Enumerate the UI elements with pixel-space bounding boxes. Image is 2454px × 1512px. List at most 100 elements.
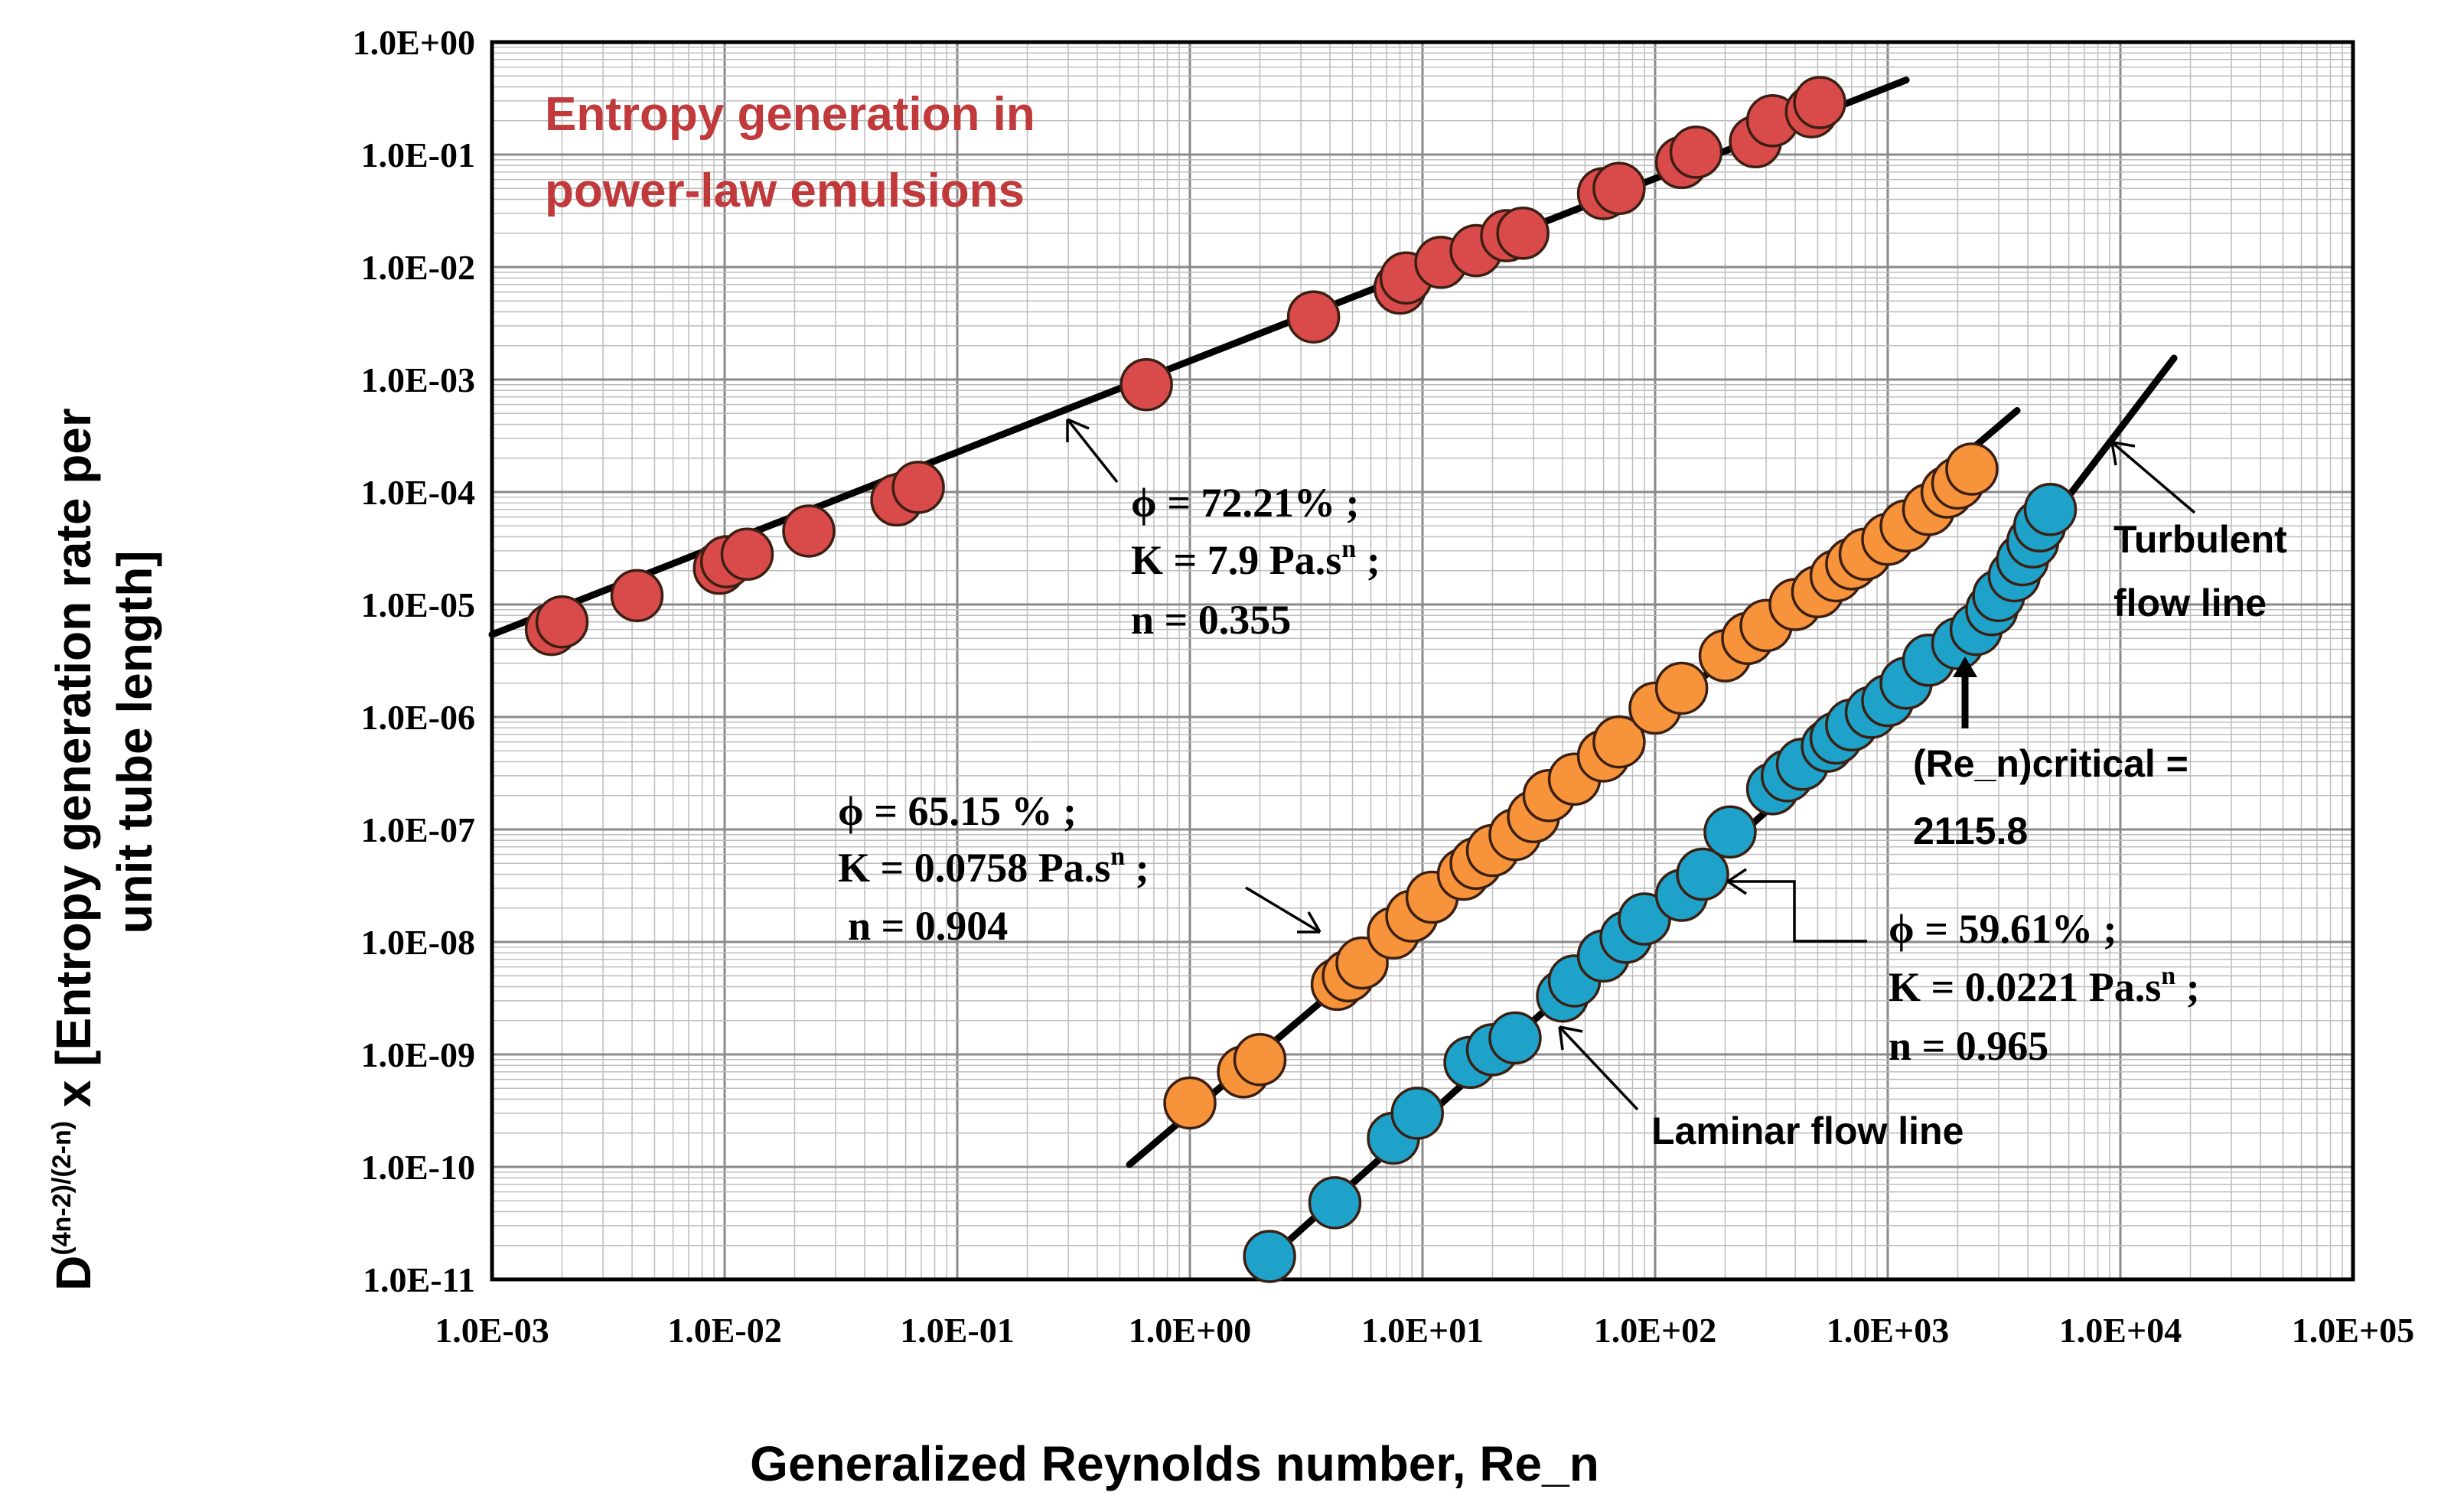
annotation-phi-72-end: ;: [1356, 537, 1380, 583]
x-tick-label: 1.0E+01: [1361, 1311, 1484, 1350]
data-point: [1592, 161, 1646, 216]
x-tick-label: 1.0E-01: [900, 1311, 1015, 1350]
annotation-phi-65: ϕ = 65.15 % ; K = 0.0758 Pa.sn ; n = 0.9…: [838, 788, 1322, 949]
annotation-phi-65-k: K = 0.0758 Pa.s: [838, 845, 1110, 891]
annotation-phi-59-line2: K = 0.0221 Pa.sn ;: [1889, 962, 2200, 1010]
y-tick-label: 1.0E-05: [361, 585, 476, 624]
annotation-laminar: Laminar flow line: [1558, 1025, 1964, 1152]
annotation-phi-72-line1: ϕ = 72.21% ;: [1131, 480, 1359, 526]
data-point: [1703, 805, 1757, 859]
y-axis-ticks: 1.0E+00 1.0E-01 1.0E-02 1.0E-03 1.0E-04 1.0E-…: [353, 23, 475, 1299]
annotation-turbulent-arrowhead: [2110, 441, 2136, 466]
chart-title-line2: power-law emulsions: [545, 165, 1025, 217]
y-axis-title: D(4n-2)/(2-n) x [Entropy generation rate…: [46, 408, 162, 1291]
x-tick-label: 1.0E+03: [1827, 1311, 1949, 1350]
chart-title-line1: Entropy generation in: [545, 88, 1035, 141]
chart-title: Entropy generation in power-law emulsions: [545, 88, 1035, 217]
y-tick-label: 1.0E-08: [361, 923, 476, 962]
data-point: [1654, 661, 1709, 715]
annotation-phi-65-end: ;: [1125, 845, 1149, 891]
x-axis-ticks: 1.0E-03 1.0E-02 1.0E-01 1.0E+00 1.0E+01 1.0E+…: [435, 1311, 2414, 1350]
data-point: [1286, 290, 1341, 344]
data-point: [1676, 847, 1729, 901]
y-tick-label: 1.0E-11: [363, 1260, 475, 1299]
annotation-phi-59-end: ;: [2175, 964, 2199, 1010]
x-tick-label: 1.0E+00: [1129, 1311, 1251, 1350]
annotation-phi-72-arrow: [1066, 418, 1119, 484]
data-point: [1592, 715, 1646, 769]
data-point: [1308, 1176, 1362, 1230]
y-tick-label: 1.0E-06: [361, 698, 476, 737]
annotation-critical-line2: 2115.8: [1913, 810, 2028, 852]
data-points: [524, 76, 2078, 1283]
annotation-turbulent-line1: Turbulent: [2113, 518, 2287, 561]
data-point: [1119, 357, 1173, 412]
data-point: [1488, 1011, 1542, 1065]
plot-frame: [490, 40, 2355, 1282]
data-point: [535, 595, 589, 649]
data-point: [1243, 1230, 1296, 1283]
annotation-phi-72-k: K = 7.9 Pa.s: [1131, 537, 1341, 583]
y-axis-title-line1: D(4n-2)/(2-n) x [Entropy generation rate…: [46, 408, 101, 1291]
annotation-laminar-arrowhead: [1558, 1025, 1583, 1051]
y-tick-label: 1.0E-03: [361, 360, 476, 399]
y-axis-title-sup: (4n-2)/(2-n): [47, 1121, 77, 1256]
data-point: [1793, 76, 1846, 129]
annotation-phi-59: ϕ = 59.61% ; K = 0.0221 Pa.sn ; n = 0.96…: [1727, 868, 2200, 1069]
x-tick-label: 1.0E+04: [2059, 1311, 2182, 1350]
data-point: [891, 461, 945, 514]
annotation-phi-59-k: K = 0.0221 Pa.s: [1889, 964, 2161, 1010]
series-phi-65-15-: [1163, 442, 1999, 1130]
annotation-phi-72-sup: n: [1341, 535, 1356, 563]
y-tick-label: 1.0E-04: [361, 473, 476, 512]
series-phi-59-61-: [1243, 483, 2078, 1283]
y-axis-title-mid: x [Entropy generation rate per: [46, 408, 101, 1121]
y-tick-label: 1.0E-02: [361, 248, 476, 287]
y-tick-label: 1.0E-01: [361, 135, 476, 174]
y-axis-title-line2: unit tube length]: [107, 550, 162, 934]
annotation-laminar-arrow: [1558, 1025, 1639, 1111]
annotation-phi-65-sup: n: [1110, 842, 1125, 871]
annotation-phi-65-arrow: [1245, 886, 1321, 934]
annotation-phi-59-line1: ϕ = 59.61% ;: [1889, 906, 2117, 952]
annotation-turbulent-arrow: [2110, 441, 2196, 514]
data-point: [1496, 206, 1550, 260]
annotation-critical: (Re_n)critical = 2115.8: [1913, 657, 2188, 852]
y-tick-label: 1.0E-10: [361, 1148, 476, 1187]
x-tick-label: 1.0E-02: [667, 1311, 782, 1350]
annotation-turbulent: Turbulent flow line: [2110, 441, 2287, 624]
annotation-turbulent-line2: flow line: [2113, 582, 2267, 624]
x-axis-title: Generalized Reynolds number, Re_n: [750, 1436, 1599, 1491]
data-point: [2023, 483, 2078, 536]
annotation-laminar-text: Laminar flow line: [1651, 1110, 1964, 1152]
x-tick-label: 1.0E+02: [1594, 1311, 1716, 1350]
annotation-phi-65-line2: K = 0.0758 Pa.sn ;: [838, 842, 1149, 891]
annotation-phi-72: ϕ = 72.21% ; K = 7.9 Pa.sn ; n = 0.355: [1066, 418, 1380, 643]
y-tick-label: 1.0E-09: [361, 1035, 476, 1074]
data-point: [720, 527, 774, 582]
data-point: [1945, 442, 1999, 496]
annotation-phi-59-sup: n: [2161, 962, 2175, 990]
data-point: [610, 569, 664, 623]
data-point: [1233, 1032, 1287, 1087]
data-point: [1669, 125, 1723, 179]
annotation-critical-line1: (Re_n)critical =: [1913, 742, 2188, 785]
data-point: [1390, 1087, 1444, 1140]
annotation-phi-72-arrowhead: [1066, 418, 1090, 442]
annotation-phi-72-line3: n = 0.355: [1131, 597, 1291, 643]
y-axis-title-base: D: [46, 1256, 101, 1291]
x-tick-label: 1.0E-03: [435, 1311, 549, 1350]
data-point: [1163, 1076, 1217, 1130]
series-phi-72-21-: [524, 76, 1846, 657]
y-tick-label: 1.0E-07: [361, 810, 476, 849]
annotation-critical-arrowhead: [1953, 657, 1977, 677]
data-point: [782, 504, 836, 558]
annotation-phi-72-line2: K = 7.9 Pa.sn ;: [1131, 535, 1380, 583]
y-tick-label: 1.0E+00: [353, 23, 475, 62]
annotation-phi-65-line3: n = 0.904: [848, 903, 1008, 949]
annotation-phi-59-arrow: [1728, 880, 1867, 943]
annotation-phi-59-line3: n = 0.965: [1889, 1023, 2048, 1069]
x-tick-label: 1.0E+05: [2292, 1311, 2414, 1350]
annotation-phi-65-arrowhead: [1297, 911, 1322, 934]
